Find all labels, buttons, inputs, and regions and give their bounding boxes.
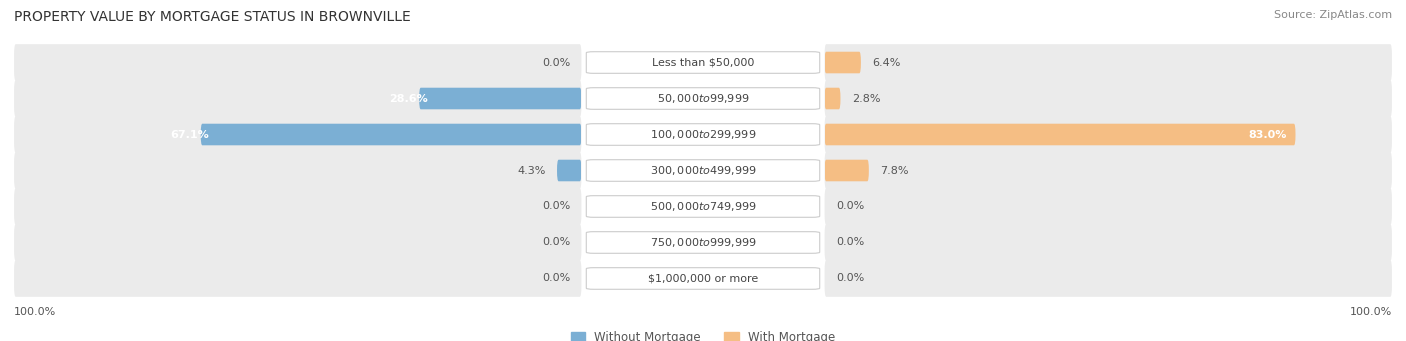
FancyBboxPatch shape <box>824 88 841 109</box>
Text: 83.0%: 83.0% <box>1249 130 1286 139</box>
Text: $100,000 to $299,999: $100,000 to $299,999 <box>650 128 756 141</box>
Text: 67.1%: 67.1% <box>170 130 209 139</box>
FancyBboxPatch shape <box>824 44 1392 81</box>
FancyBboxPatch shape <box>14 188 582 225</box>
FancyBboxPatch shape <box>557 160 582 181</box>
Text: $50,000 to $99,999: $50,000 to $99,999 <box>657 92 749 105</box>
FancyBboxPatch shape <box>824 260 1392 297</box>
Text: 0.0%: 0.0% <box>837 237 865 248</box>
Text: Source: ZipAtlas.com: Source: ZipAtlas.com <box>1274 10 1392 20</box>
Text: $750,000 to $999,999: $750,000 to $999,999 <box>650 236 756 249</box>
Text: $300,000 to $499,999: $300,000 to $499,999 <box>650 164 756 177</box>
FancyBboxPatch shape <box>14 260 582 297</box>
FancyBboxPatch shape <box>824 160 869 181</box>
Text: 0.0%: 0.0% <box>541 58 569 68</box>
Text: $1,000,000 or more: $1,000,000 or more <box>648 273 758 283</box>
FancyBboxPatch shape <box>14 44 582 81</box>
Text: 0.0%: 0.0% <box>837 202 865 211</box>
FancyBboxPatch shape <box>14 224 582 261</box>
FancyBboxPatch shape <box>586 52 820 73</box>
FancyBboxPatch shape <box>824 80 1392 117</box>
Text: 0.0%: 0.0% <box>541 273 569 283</box>
Text: PROPERTY VALUE BY MORTGAGE STATUS IN BROWNVILLE: PROPERTY VALUE BY MORTGAGE STATUS IN BRO… <box>14 10 411 24</box>
FancyBboxPatch shape <box>586 88 820 109</box>
Text: 0.0%: 0.0% <box>837 273 865 283</box>
FancyBboxPatch shape <box>586 232 820 253</box>
FancyBboxPatch shape <box>824 52 860 73</box>
Text: $500,000 to $749,999: $500,000 to $749,999 <box>650 200 756 213</box>
FancyBboxPatch shape <box>824 152 1392 189</box>
FancyBboxPatch shape <box>824 124 1295 145</box>
Text: 4.3%: 4.3% <box>517 165 546 176</box>
FancyBboxPatch shape <box>586 160 820 181</box>
Text: Less than $50,000: Less than $50,000 <box>652 58 754 68</box>
Text: 100.0%: 100.0% <box>14 307 56 317</box>
Legend: Without Mortgage, With Mortgage: Without Mortgage, With Mortgage <box>567 327 839 341</box>
FancyBboxPatch shape <box>201 124 582 145</box>
Text: 0.0%: 0.0% <box>541 202 569 211</box>
Text: 0.0%: 0.0% <box>541 237 569 248</box>
FancyBboxPatch shape <box>824 224 1392 261</box>
Text: 2.8%: 2.8% <box>852 93 880 104</box>
FancyBboxPatch shape <box>14 152 582 189</box>
FancyBboxPatch shape <box>14 116 582 153</box>
Text: 6.4%: 6.4% <box>872 58 901 68</box>
FancyBboxPatch shape <box>824 116 1392 153</box>
Text: 7.8%: 7.8% <box>880 165 908 176</box>
FancyBboxPatch shape <box>419 88 582 109</box>
Text: 28.6%: 28.6% <box>389 93 427 104</box>
FancyBboxPatch shape <box>586 196 820 217</box>
FancyBboxPatch shape <box>14 80 582 117</box>
FancyBboxPatch shape <box>586 124 820 145</box>
Text: 100.0%: 100.0% <box>1350 307 1392 317</box>
FancyBboxPatch shape <box>586 268 820 289</box>
FancyBboxPatch shape <box>824 188 1392 225</box>
